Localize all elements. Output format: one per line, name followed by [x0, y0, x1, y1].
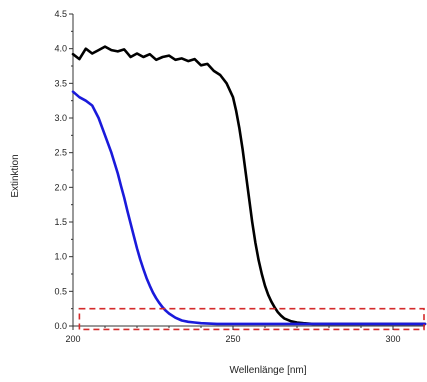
- y-tick-label: 1.0: [54, 252, 67, 262]
- y-tick-label: 2.0: [54, 182, 67, 192]
- y-tick-label: 4.0: [54, 44, 67, 54]
- y-tick-label: 1.5: [54, 217, 67, 227]
- y-tick-label: 2.5: [54, 148, 67, 158]
- y-tick-label: 4.5: [54, 9, 67, 19]
- y-axis-title: Extinktion: [10, 154, 21, 197]
- series-line-1: [71, 90, 427, 326]
- y-tick-label: 3.5: [54, 78, 67, 88]
- x-tick-label: 250: [225, 334, 240, 344]
- axes: 0.0 0.5 1.0 1.5 2.0 2.5 3.0 3.5 4.0 4.5 200 250 300: [54, 9, 425, 344]
- x-tick-label: 200: [65, 334, 80, 344]
- y-tick-label: 0.5: [54, 286, 67, 296]
- highlight-box: [78, 307, 425, 331]
- series-line-0: [71, 45, 427, 326]
- x-tick-label: 300: [385, 334, 400, 344]
- series-layer: [71, 45, 427, 326]
- x-axis-title: Wellenlänge [nm]: [229, 365, 306, 376]
- annotation-layer: [78, 307, 425, 331]
- y-tick-label: 3.0: [54, 113, 67, 123]
- y-tick-label: 0.0: [54, 321, 67, 331]
